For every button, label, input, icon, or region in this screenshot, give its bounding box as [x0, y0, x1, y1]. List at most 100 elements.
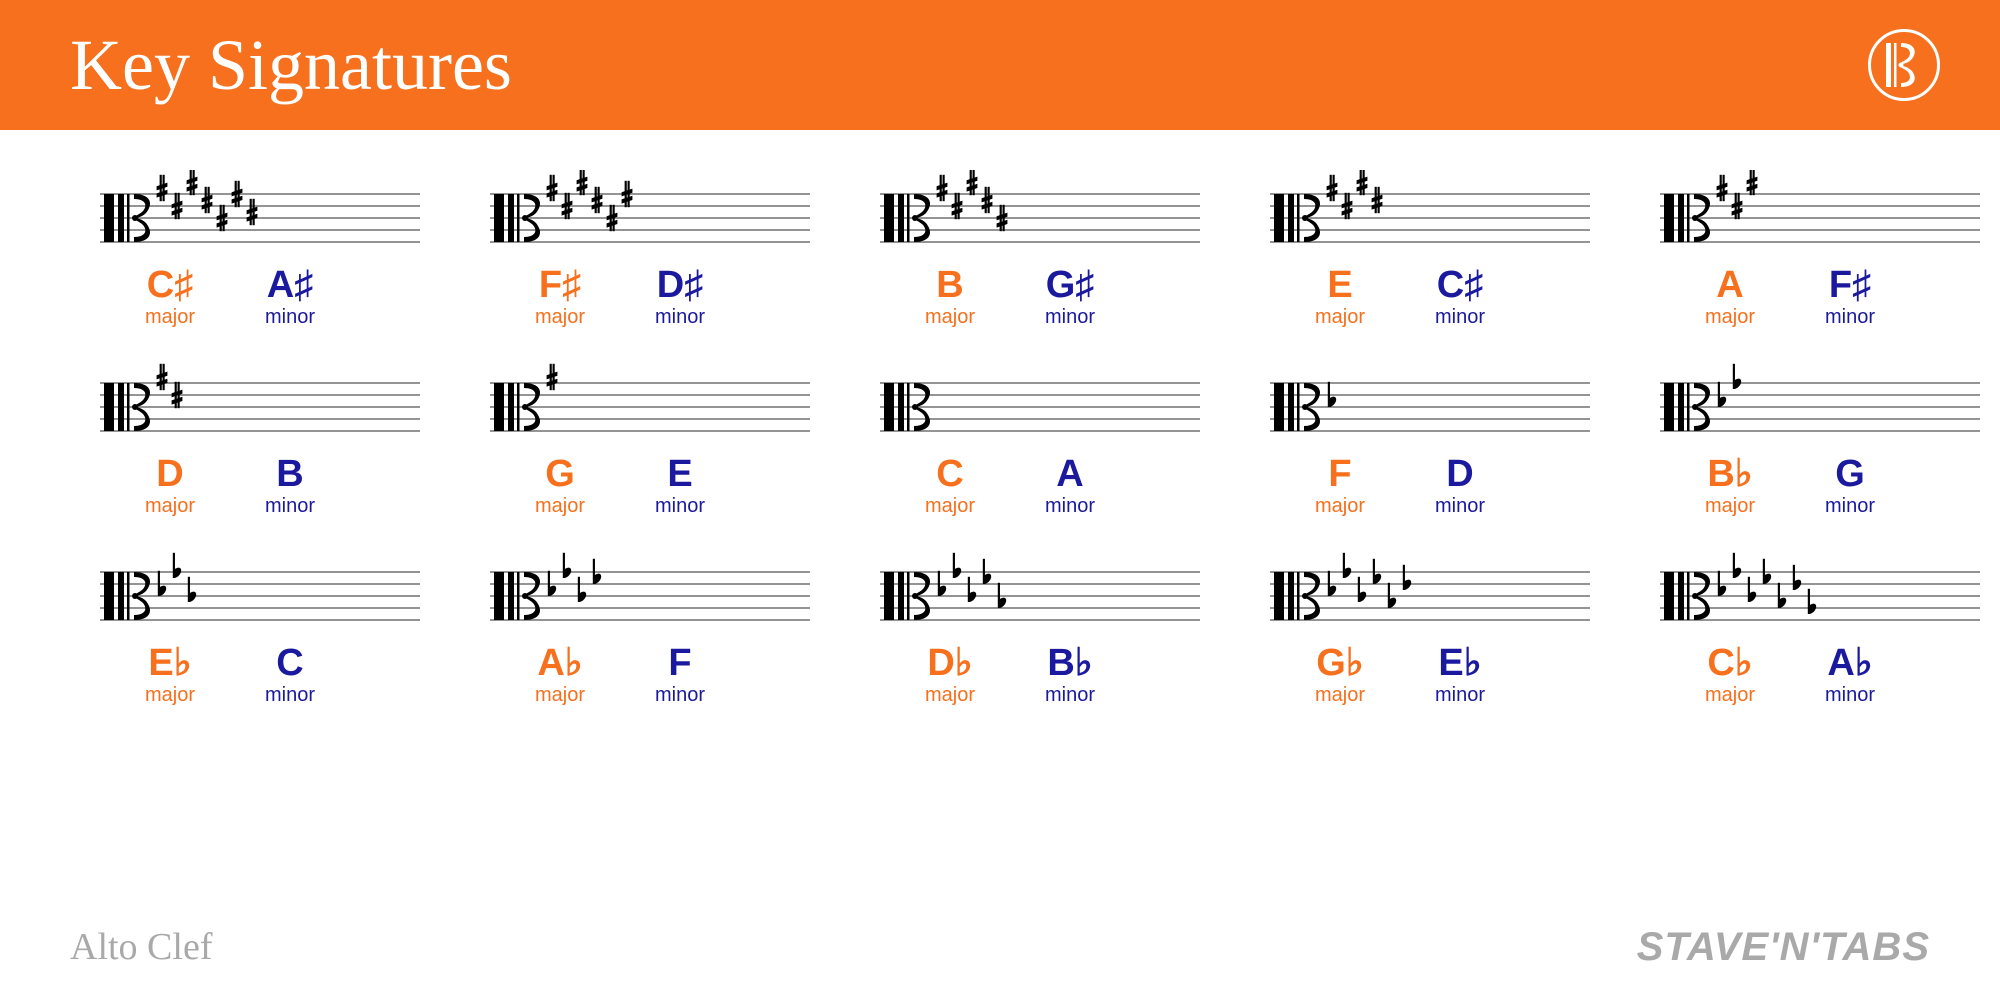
major-mode-label: major [1315, 684, 1365, 707]
staff [100, 359, 420, 449]
key-labels: A♭majorFminor [490, 644, 710, 707]
minor-key-name: D [1446, 455, 1473, 493]
major-key-name: E♭ [148, 644, 191, 682]
key-signature-cell: A♭majorFminor [490, 548, 810, 707]
minor-key: Cminor [260, 644, 320, 707]
key-signature-cell: C♭major A♭minor [1660, 548, 1980, 707]
major-mode-label: major [925, 684, 975, 707]
major-key: A♭major [530, 644, 590, 707]
minor-key-name: B [276, 455, 303, 493]
staff [880, 359, 1200, 449]
major-mode-label: major [1705, 306, 1755, 329]
key-labels: G♭major E♭minor [1270, 644, 1490, 707]
major-key: Amajor [1700, 266, 1760, 329]
staff [490, 548, 810, 638]
staff [880, 170, 1200, 260]
staff [1270, 359, 1590, 449]
major-key-name: C♭ [1707, 644, 1752, 682]
major-key-name: F♯ [539, 266, 581, 304]
footer: Alto Clef STAVE'N'TABS [0, 925, 2000, 970]
key-labels: D♭majorB♭minor [880, 644, 1100, 707]
minor-mode-label: minor [1435, 306, 1485, 329]
major-mode-label: major [1705, 495, 1755, 518]
major-key: B♭major [1700, 455, 1760, 518]
key-signature-cell: E♭major Cminor [100, 548, 420, 707]
minor-mode-label: minor [655, 684, 705, 707]
minor-key-name: B♭ [1047, 644, 1092, 682]
minor-key: A♭minor [1820, 644, 1880, 707]
minor-mode-label: minor [1435, 495, 1485, 518]
minor-key: Bminor [260, 455, 320, 518]
minor-mode-label: minor [1825, 306, 1875, 329]
major-key: E♭major [140, 644, 200, 707]
minor-mode-label: minor [655, 495, 705, 518]
minor-mode-label: minor [655, 306, 705, 329]
key-labels: B♭major Gminor [1660, 455, 1880, 518]
minor-key-name: D♯ [657, 266, 703, 304]
key-labels: E♭major Cminor [100, 644, 320, 707]
minor-key-name: A♭ [1827, 644, 1872, 682]
minor-key: Gminor [1820, 455, 1880, 518]
major-key: Emajor [1310, 266, 1370, 329]
key-labels: Gmajor Eminor [490, 455, 710, 518]
minor-mode-label: minor [1045, 684, 1095, 707]
key-labels: C♭major A♭minor [1660, 644, 1880, 707]
key-labels: DmajorBminor [100, 455, 320, 518]
minor-key: Dminor [1430, 455, 1490, 518]
clef-label: Alto Clef [70, 925, 212, 970]
major-key-name: E [1327, 266, 1352, 304]
minor-key: A♯minor [260, 266, 320, 329]
staff [880, 548, 1200, 638]
staff [100, 548, 420, 638]
key-signature-cell: DmajorBminor [100, 359, 420, 518]
key-signature-cell: Emajor C♯minor [1270, 170, 1590, 329]
major-mode-label: major [535, 684, 585, 707]
minor-key: Eminor [650, 455, 710, 518]
major-key: Gmajor [530, 455, 590, 518]
key-signature-cell: G♭major E♭minor [1270, 548, 1590, 707]
key-signature-cell: Fmajor Dminor [1270, 359, 1590, 518]
major-key: Cmajor [920, 455, 980, 518]
minor-mode-label: minor [1435, 684, 1485, 707]
staff [490, 359, 810, 449]
major-mode-label: major [535, 495, 585, 518]
key-signature-cell: AmajorF♯minor [1660, 170, 1980, 329]
minor-key: Aminor [1040, 455, 1100, 518]
key-signature-cell: D♭majorB♭minor [880, 548, 1200, 707]
staff [1270, 548, 1590, 638]
major-key-name: A [1716, 266, 1743, 304]
key-labels: AmajorF♯minor [1660, 266, 1880, 329]
key-labels: Cmajor Aminor [880, 455, 1100, 518]
key-signature-cell: C♯major A♯minor [100, 170, 420, 329]
minor-key: B♭minor [1040, 644, 1100, 707]
key-labels: Fmajor Dminor [1270, 455, 1490, 518]
minor-key-name: C♯ [1437, 266, 1483, 304]
staff [490, 170, 810, 260]
major-key-name: C♯ [147, 266, 193, 304]
minor-key: C♯minor [1430, 266, 1490, 329]
major-mode-label: major [925, 306, 975, 329]
major-mode-label: major [145, 306, 195, 329]
major-key: Fmajor [1310, 455, 1370, 518]
page-title: Key Signatures [70, 24, 512, 107]
minor-mode-label: minor [1045, 306, 1095, 329]
minor-mode-label: minor [265, 306, 315, 329]
alto-clef-icon [1868, 29, 1940, 101]
staff [1660, 170, 1980, 260]
major-key-name: G♭ [1316, 644, 1363, 682]
major-key-name: F [1328, 455, 1351, 493]
major-key: C♭major [1700, 644, 1760, 707]
minor-key-name: A♯ [267, 266, 313, 304]
header: Key Signatures [0, 0, 2000, 130]
minor-key-name: E♭ [1438, 644, 1481, 682]
minor-mode-label: minor [1825, 684, 1875, 707]
major-key-name: B♭ [1707, 455, 1752, 493]
minor-mode-label: minor [1045, 495, 1095, 518]
staff [1660, 548, 1980, 638]
minor-key: G♯minor [1040, 266, 1100, 329]
major-key-name: D [156, 455, 183, 493]
key-signature-cell: B♭major Gminor [1660, 359, 1980, 518]
major-key: Bmajor [920, 266, 980, 329]
major-key-name: B [936, 266, 963, 304]
major-mode-label: major [535, 306, 585, 329]
